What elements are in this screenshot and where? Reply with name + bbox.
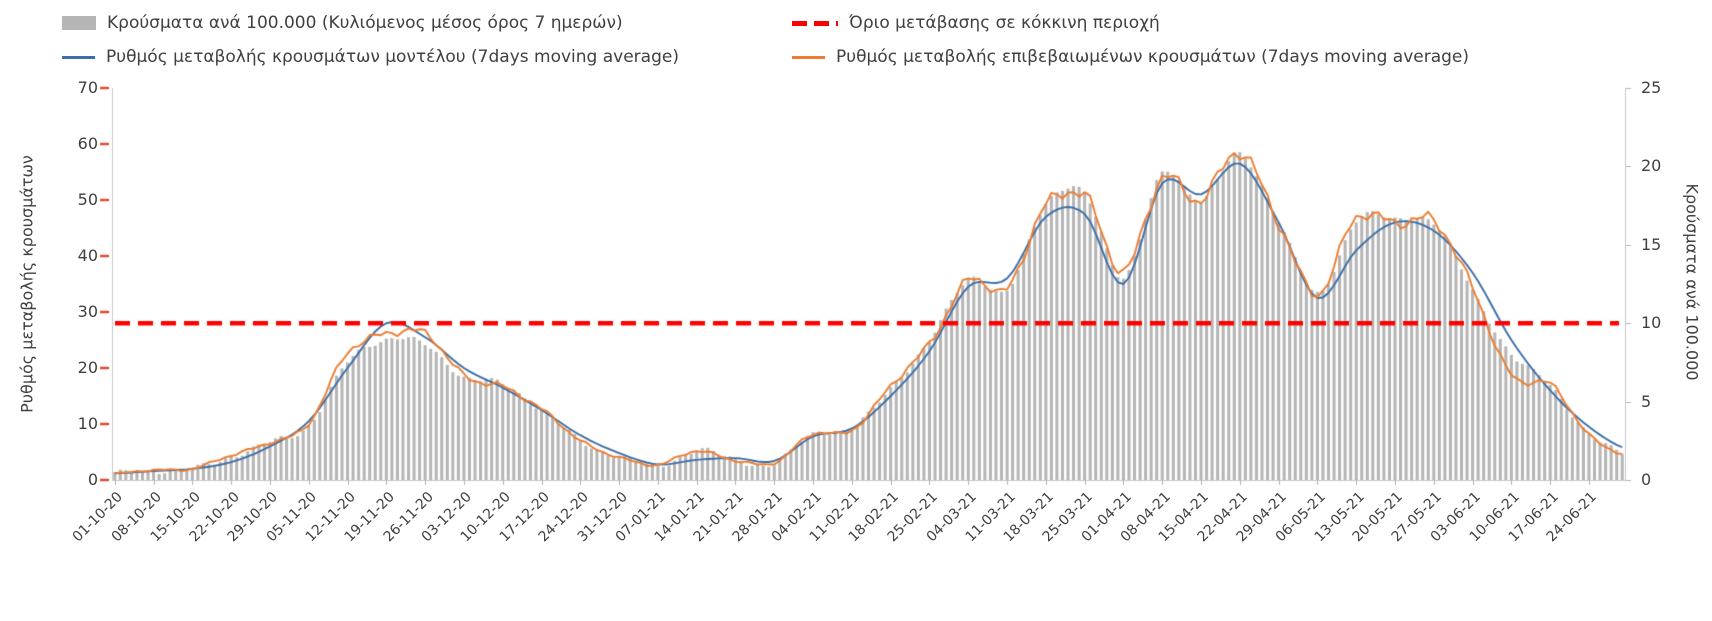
threshold-dashed-swatch bbox=[792, 20, 838, 26]
legend-label-confirmed-rate: Ρυθμός μεταβολής επιβεβαιωμένων κρουσμάτ… bbox=[836, 47, 1470, 67]
legend-item-cases-per-100k: Κρούσματα ανά 100.000 (Κυλιόμενος μέσος … bbox=[62, 13, 623, 33]
left-axis-tick-label: 40 bbox=[77, 246, 98, 265]
legend-item-red-zone-threshold: Όριο μετάβασης σε κόκκινη περιοχή bbox=[792, 13, 1160, 33]
right-axis-tick-label: 15 bbox=[1641, 234, 1662, 254]
right-axis-tick-label: 5 bbox=[1641, 391, 1652, 411]
model-line-swatch bbox=[62, 55, 95, 59]
right-axis-tick-label: 10 bbox=[1641, 313, 1662, 333]
legend-item-model-rate: Ρυθμός μεταβολής κρουσμάτων μοντέλου (7d… bbox=[62, 47, 679, 67]
right-axis-tick-label: 0 bbox=[1641, 470, 1652, 489]
legend-label-model-rate: Ρυθμός μεταβολής κρουσμάτων μοντέλου (7d… bbox=[106, 47, 679, 67]
left-axis-tick-label: 70 bbox=[77, 78, 98, 97]
left-axis-tick-label: 60 bbox=[77, 134, 98, 153]
confirmed-line-swatch bbox=[792, 55, 825, 59]
legend-label-cases-per-100k: Κρούσματα ανά 100.000 (Κυλιόμενος μέσος … bbox=[107, 13, 623, 33]
legend-label-red-zone-threshold: Όριο μετάβασης σε κόκκινη περιοχή bbox=[849, 13, 1160, 33]
left-axis-tick-label: 10 bbox=[77, 414, 98, 433]
right-axis-title: Κρούσματα ανά 100.000 bbox=[1682, 183, 1702, 381]
right-axis-tick-label: 25 bbox=[1641, 78, 1662, 97]
left-axis-tick-label: 30 bbox=[77, 302, 98, 321]
left-axis-tick-label: 50 bbox=[77, 190, 98, 209]
right-axis-tick-label: 20 bbox=[1641, 156, 1662, 176]
left-axis-tick-label: 20 bbox=[77, 358, 98, 377]
legend-item-confirmed-rate: Ρυθμός μεταβολής επιβεβαιωμένων κρουσμάτ… bbox=[792, 47, 1469, 67]
left-axis-tick-label: 0 bbox=[87, 470, 98, 489]
bar-series-swatch bbox=[62, 16, 96, 31]
left-axis-title: Ρυθμός μεταβολής κρουσμάτων bbox=[17, 155, 37, 413]
